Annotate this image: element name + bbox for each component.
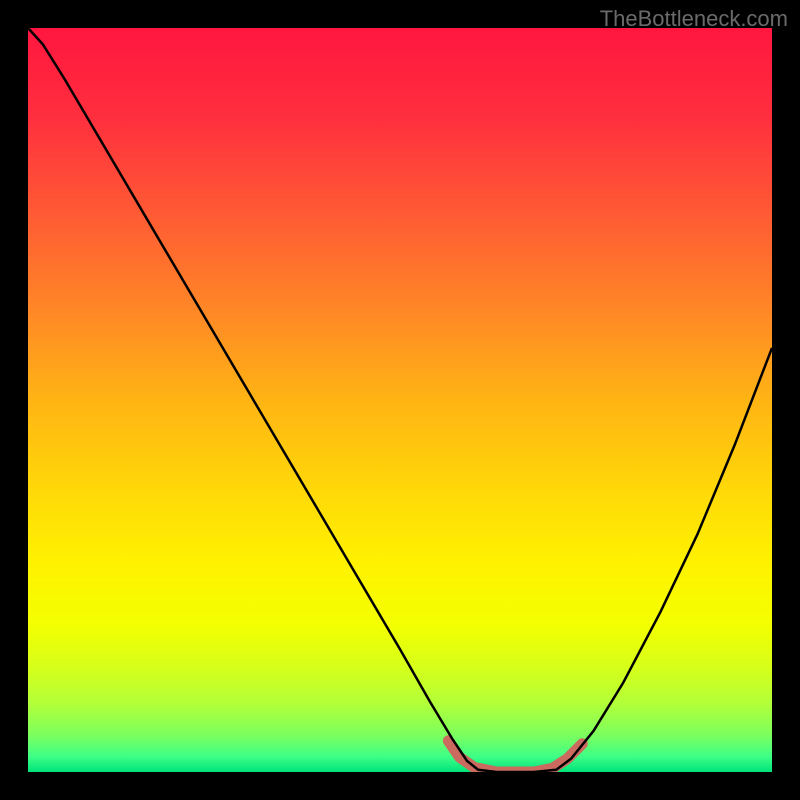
watermark-text: TheBottleneck.com xyxy=(600,6,788,32)
gradient-background xyxy=(28,28,772,772)
chart-plot-area xyxy=(28,28,772,772)
bottleneck-curve-chart xyxy=(28,28,772,772)
